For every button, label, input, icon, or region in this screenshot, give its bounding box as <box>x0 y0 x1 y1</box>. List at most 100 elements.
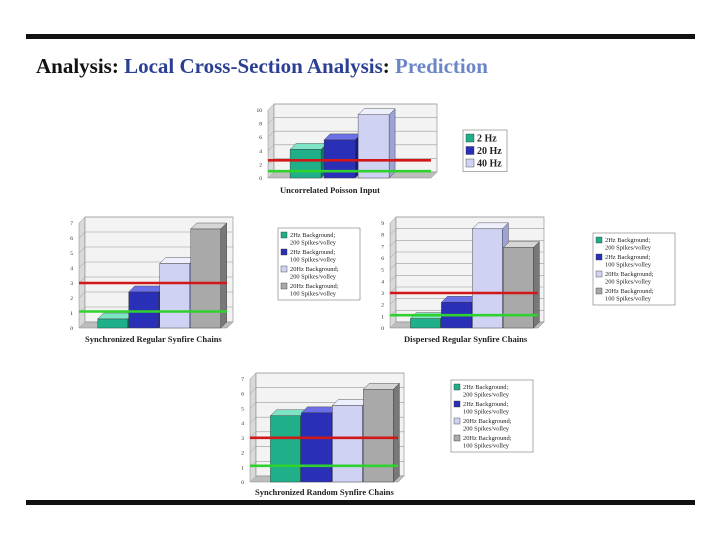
y-tick-label: 7 <box>381 244 384 250</box>
y-tick-label: 5 <box>241 406 244 412</box>
legend-label: 100 Spikes/volley <box>605 262 652 269</box>
bar <box>300 406 338 483</box>
legend-swatch <box>280 231 288 239</box>
y-tick-label: 0 <box>241 480 244 486</box>
y-tick-label: 3 <box>70 281 73 287</box>
gridline-diag <box>267 171 275 179</box>
legend-swatch <box>280 282 288 290</box>
y-tick-label: 10 <box>257 108 263 114</box>
bar-top <box>300 406 338 414</box>
chart-dispersed-regular: 0 1 2 3 4 5 6 7 8 9 Dispersed Regular Synfire Chai… <box>381 216 676 344</box>
legend-swatch <box>453 434 461 442</box>
y-tick-label: 0 <box>259 176 262 182</box>
gridline-diag <box>249 416 257 424</box>
legend-box <box>450 379 534 453</box>
bar-front <box>128 291 159 329</box>
top-rule <box>26 34 695 39</box>
bar-front <box>363 389 394 483</box>
legend-swatch <box>465 158 475 168</box>
gridline-diag <box>78 291 86 299</box>
y-tick-label: 6 <box>241 392 244 398</box>
gridline-diag <box>389 240 397 247</box>
gridline-diag <box>389 298 397 305</box>
gridline-diag <box>389 263 397 270</box>
legend-box <box>277 227 361 301</box>
gridline-diag <box>267 131 275 138</box>
chart-title: Synchronized Regular Synfire Chains <box>85 334 222 344</box>
bar-top <box>190 222 228 230</box>
title-part-analysis: Analysis <box>36 54 112 78</box>
legend-label: 20Hz Background; <box>463 418 512 425</box>
legend-label: 20Hz Background; <box>290 266 339 273</box>
chart-sync-regular: 0 1 2 3 4 5 6 7 Synchronized Regular Synfire Cha… <box>70 216 361 344</box>
gridline-diag <box>389 275 397 282</box>
bar-top <box>357 108 396 115</box>
y-tick-label: 8 <box>381 233 384 239</box>
legend-label: 20Hz Background; <box>605 271 654 278</box>
y-tick-label: 2 <box>259 162 262 168</box>
legend-label: 200 Spikes/volley <box>463 392 510 399</box>
legend-label: 200 Spikes/volley <box>605 245 652 252</box>
y-tick-label: 0 <box>70 326 73 332</box>
y-tick-label: 4 <box>259 149 262 155</box>
y-tick-label: 3 <box>381 291 384 297</box>
y-tick-label: 4 <box>381 279 384 285</box>
legend-swatch <box>280 265 288 273</box>
slide-title: Analysis: Local Cross-Section Analysis: … <box>36 54 488 79</box>
y-tick-label: 6 <box>70 236 73 242</box>
chart-title: Dispersed Regular Synfire Chains <box>404 334 528 344</box>
bottom-rule <box>26 500 695 505</box>
y-tick-label: 6 <box>259 135 262 141</box>
y-tick-label: 2 <box>70 296 73 302</box>
gridline-diag <box>78 321 86 329</box>
bar-top <box>471 222 509 230</box>
bar-front <box>472 228 503 329</box>
y-tick-label: 1 <box>70 311 73 317</box>
bar-front <box>301 412 332 483</box>
bar-top <box>323 133 362 141</box>
gridline-diag <box>267 103 275 111</box>
bar-front <box>97 318 128 329</box>
legend-label: 100 Spikes/volley <box>290 291 337 298</box>
legend-label: 2Hz Background; <box>463 401 508 408</box>
y-tick-label: 9 <box>381 221 384 227</box>
legend-label: 2Hz Background; <box>605 254 650 261</box>
legend-swatch <box>465 133 475 143</box>
bar <box>128 285 166 329</box>
title-separator: : <box>111 54 125 78</box>
bar-front <box>332 405 363 483</box>
bar <box>362 382 400 483</box>
bar-top <box>502 241 540 248</box>
legend-label: 200 Spikes/volley <box>290 240 337 247</box>
chart-sync-random: 0 1 2 3 4 5 6 7 Synchronized Random Synfire Chai… <box>241 372 534 497</box>
bar <box>357 108 396 179</box>
bar <box>159 257 197 329</box>
y-tick-label: 3 <box>241 436 244 442</box>
y-tick-label: 2 <box>381 303 384 309</box>
y-tick-label: 2 <box>241 451 244 457</box>
legend-label: 100 Spikes/volley <box>290 257 337 264</box>
legend-label: 2Hz Background; <box>605 237 650 244</box>
legend-swatch <box>453 383 461 391</box>
bar-side <box>388 108 396 179</box>
bar <box>331 399 369 483</box>
legend-label: 20Hz Background; <box>290 283 339 290</box>
gridline-diag <box>389 251 397 259</box>
gridline-diag <box>389 216 397 224</box>
legend-swatch <box>280 248 288 256</box>
bar <box>269 409 307 483</box>
legend-swatch <box>453 417 461 425</box>
gridline-diag <box>78 216 86 224</box>
legend-swatch <box>595 287 603 295</box>
gridline-diag <box>249 387 257 394</box>
chart-title: Synchronized Random Synfire Chains <box>255 487 394 497</box>
legend-label: 100 Spikes/volley <box>463 409 510 416</box>
legend-label: 200 Spikes/volley <box>290 274 337 281</box>
legend-label: 40 Hz <box>477 159 502 170</box>
y-tick-label: 6 <box>381 256 384 262</box>
legend-label: 200 Spikes/volley <box>605 279 652 286</box>
legend-swatch <box>465 146 475 155</box>
title-part-prediction: Prediction <box>395 54 488 78</box>
gridline-diag <box>389 321 397 329</box>
y-tick-label: 8 <box>259 122 262 128</box>
